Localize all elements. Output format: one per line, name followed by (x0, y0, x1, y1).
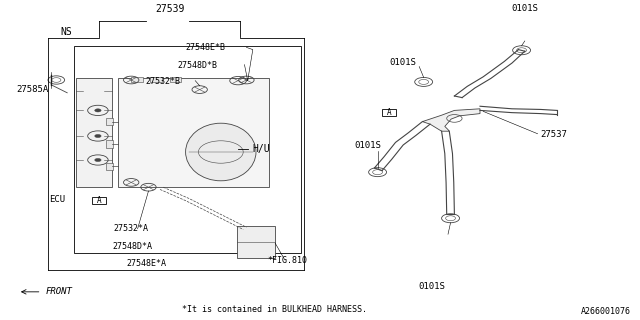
Text: A266001076: A266001076 (580, 307, 630, 316)
Text: H/U: H/U (253, 144, 271, 154)
Text: 27585A: 27585A (16, 85, 48, 94)
Bar (170, 77, 181, 82)
Circle shape (95, 109, 101, 112)
Text: 27539: 27539 (155, 4, 184, 14)
Polygon shape (76, 78, 112, 187)
Text: FRONT: FRONT (46, 287, 73, 296)
Bar (118, 78, 269, 187)
Text: *It is contained in BULKHEAD HARNESS.: *It is contained in BULKHEAD HARNESS. (182, 305, 367, 314)
Bar (106, 140, 113, 148)
Circle shape (95, 134, 101, 138)
Text: 27548E*A: 27548E*A (127, 260, 166, 268)
Text: 0101S: 0101S (390, 58, 417, 67)
Bar (74, 46, 301, 253)
FancyBboxPatch shape (382, 109, 396, 116)
Bar (106, 118, 113, 125)
Circle shape (95, 158, 101, 162)
Text: 0101S: 0101S (419, 282, 445, 291)
Text: *FIG.810: *FIG.810 (268, 256, 307, 265)
Text: 27537: 27537 (541, 130, 568, 139)
Polygon shape (422, 109, 480, 131)
Text: A: A (387, 108, 392, 117)
Text: 0101S: 0101S (511, 4, 538, 13)
Bar (150, 77, 162, 82)
FancyBboxPatch shape (92, 197, 106, 204)
Bar (237, 226, 275, 258)
Text: 0101S: 0101S (355, 141, 381, 150)
Text: ECU: ECU (49, 195, 65, 204)
Text: 27548E*B: 27548E*B (186, 44, 226, 52)
Text: 27548D*B: 27548D*B (178, 61, 218, 70)
Bar (131, 77, 143, 82)
Bar (106, 163, 113, 170)
Text: NS: NS (61, 27, 72, 37)
Text: 27532*B: 27532*B (146, 77, 181, 86)
Ellipse shape (186, 123, 256, 181)
Text: A: A (97, 196, 102, 205)
Text: 27532*A: 27532*A (114, 224, 149, 233)
Text: 27548D*A: 27548D*A (112, 242, 152, 251)
